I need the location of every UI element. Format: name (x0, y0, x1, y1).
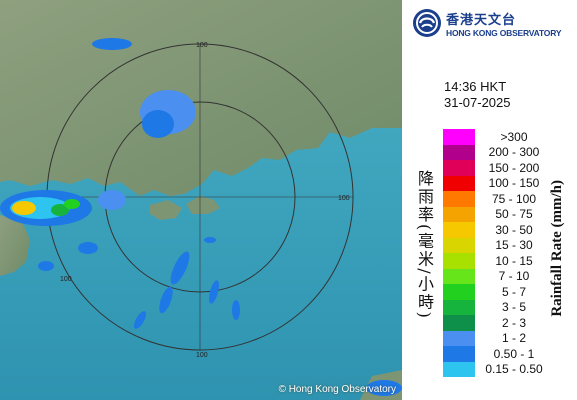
hong-kong-island (186, 196, 220, 214)
legend-swatch (443, 175, 475, 191)
legend-row: >300 (443, 129, 553, 145)
legend-row: 7 - 10 (443, 268, 553, 284)
legend-label: 5 - 7 (501, 284, 526, 299)
copyright-label: © Hong Kong Observatory (278, 384, 396, 395)
legend-label: 150 - 200 (488, 160, 540, 175)
range-label-west: 100 (60, 276, 72, 283)
legend-swatch (443, 237, 475, 253)
rainfall-legend: >300 200 - 300 150 - 200 100 - 150 75 - … (443, 129, 553, 377)
legend-label: 100 - 150 (488, 176, 540, 191)
legend-label: >300 (500, 129, 528, 144)
legend-label: 2 - 3 (501, 315, 526, 330)
date-label: 31-07-2025 (444, 95, 511, 110)
legend-row: 200 - 300 (443, 144, 553, 160)
legend-swatch (443, 361, 475, 377)
rain-echo-southeast (366, 380, 402, 396)
legend-row: 15 - 30 (443, 237, 553, 253)
legend-swatch (443, 206, 475, 222)
legend-panel: 香港天文台 HONG KONG OBSERVATORY 14:36 HKT 31… (402, 0, 577, 400)
legend-label: 3 - 5 (501, 300, 526, 315)
legend-row: 5 - 7 (443, 284, 553, 300)
mainland-landmass (0, 0, 402, 196)
legend-row: 10 - 15 (443, 253, 553, 269)
legend-row: 2 - 3 (443, 315, 553, 331)
radar-map: 100 100 100 100 (0, 0, 402, 400)
range-label-north: 100 (196, 42, 208, 49)
legend-row: 30 - 50 (443, 222, 553, 238)
radar-map-graphic: 100 100 100 100 (0, 0, 402, 400)
timestamp: 14:36 HKT 31-07-2025 (444, 79, 511, 111)
legend-swatch (443, 330, 475, 346)
legend-row: 100 - 150 (443, 175, 553, 191)
legend-swatch (443, 253, 475, 269)
legend-row: 0.50 - 1 (443, 346, 553, 362)
legend-row: 50 - 75 (443, 206, 553, 222)
hko-logo-text: 香港天文台 HONG KONG OBSERVATORY (446, 9, 561, 38)
rainfall-rate-title-chinese: 降雨率(毫米/小時) (415, 170, 434, 320)
rainfall-rate-title-english: Rainfall Rate (mm/h) (549, 180, 565, 317)
legend-row: 1 - 2 (443, 330, 553, 346)
western-landmass (0, 215, 30, 276)
legend-swatch (443, 299, 475, 315)
time-label: 14:36 HKT (444, 79, 507, 94)
legend-row: 150 - 200 (443, 160, 553, 176)
legend-label: 50 - 75 (495, 207, 533, 222)
legend-label: 200 - 300 (488, 145, 540, 160)
legend-label: 1 - 2 (501, 331, 526, 346)
hko-logo: 香港天文台 HONG KONG OBSERVATORY (412, 8, 561, 38)
legend-swatch (443, 144, 475, 160)
rain-echo-west-band (0, 190, 126, 271)
legend-label: 30 - 50 (495, 222, 533, 237)
legend-swatch (443, 284, 475, 300)
legend-swatch (443, 191, 475, 207)
range-label-east: 100 (338, 195, 350, 202)
logo-english-name: HONG KONG OBSERVATORY (446, 27, 562, 38)
legend-swatch (443, 315, 475, 331)
legend-row: 0.15 - 0.50 (443, 361, 553, 377)
legend-row: 3 - 5 (443, 299, 553, 315)
hko-logo-icon (413, 9, 441, 37)
legend-swatch (443, 268, 475, 284)
logo-chinese-name: 香港天文台 (446, 12, 517, 28)
legend-label: 0.50 - 1 (493, 346, 535, 361)
rain-echo-north (92, 38, 196, 138)
range-label-south: 100 (196, 352, 208, 359)
lantau-island (150, 200, 182, 220)
legend-row: 75 - 100 (443, 191, 553, 207)
rain-echo-south-streaks (133, 237, 240, 329)
legend-label: 0.15 - 0.50 (485, 362, 543, 377)
legend-label: 7 - 10 (498, 269, 530, 284)
legend-label: 75 - 100 (491, 191, 537, 206)
legend-label: 10 - 15 (495, 253, 533, 268)
legend-swatch (443, 160, 475, 176)
legend-label: 15 - 30 (495, 238, 533, 253)
legend-swatch (443, 129, 475, 145)
legend-swatch (443, 346, 475, 362)
legend-swatch (443, 222, 475, 238)
